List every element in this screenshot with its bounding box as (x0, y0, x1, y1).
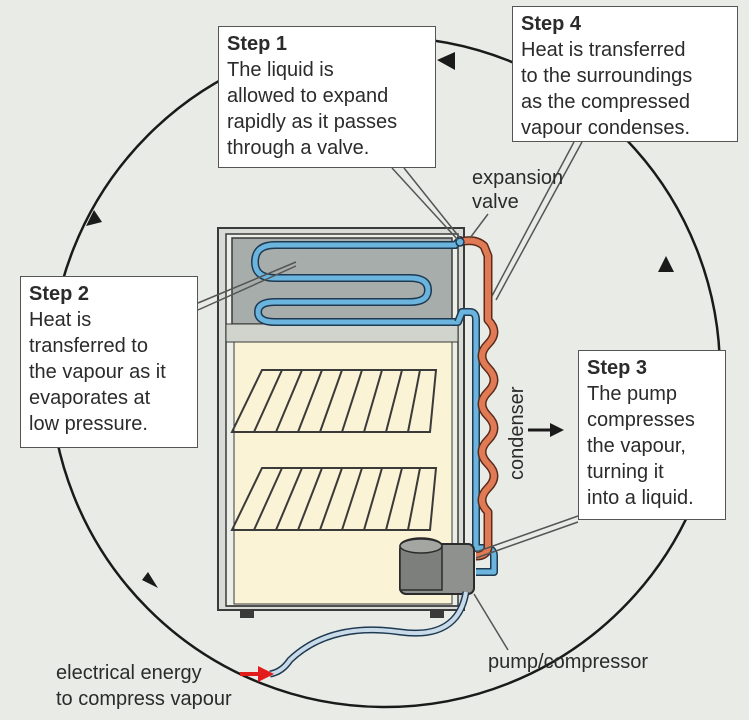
cycle-arrow-bottom-left (142, 572, 158, 588)
condenser-pipe (458, 236, 499, 561)
step3-box: Step 3 The pump compresses the vapour, t… (578, 350, 726, 520)
power-cable (269, 591, 470, 678)
pump-compressor-label: pump/compressor (488, 651, 649, 673)
leader-lines (197, 141, 583, 651)
electrical-energy-arrowhead (258, 666, 274, 682)
step4-text: Heat is transferred to the surroundings … (521, 39, 693, 139)
step4-title: Step 4 (521, 13, 582, 35)
step2-box: Step 2 Heat is transferred to the vapour… (20, 276, 198, 448)
step1-title: Step 1 (227, 33, 288, 55)
heat-out-arrowhead (550, 423, 564, 437)
step1-box: Step 1 The liquid is allowed to expand r… (218, 26, 436, 168)
condenser-label: condenser (506, 386, 528, 480)
evaporator-coil (250, 236, 464, 326)
step4-box: Step 4 Heat is transferred to the surrou… (512, 6, 738, 142)
cycle-arrow-top (437, 52, 455, 70)
step3-text: The pump compresses the vapour, turning … (587, 383, 695, 509)
electrical-energy-label: electrical energy to compress vapour (56, 662, 232, 710)
step1-text: The liquid is allowed to expand rapidly … (227, 59, 398, 159)
step2-text: Heat is transferred to the vapour as it … (29, 309, 166, 435)
cycle-arrow-right (658, 256, 674, 272)
shelf-lower (230, 467, 438, 531)
compressor (399, 537, 475, 595)
step3-title: Step 3 (587, 357, 648, 379)
shelf-upper (230, 369, 438, 433)
expansion-valve-label: expansion valve (472, 167, 564, 213)
cycle-arrow-left (86, 210, 102, 226)
return-pipe (454, 308, 498, 576)
step2-title: Step 2 (29, 283, 90, 305)
